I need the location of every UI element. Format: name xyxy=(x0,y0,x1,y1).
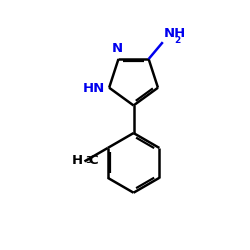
Text: NH: NH xyxy=(164,27,186,40)
Text: 2: 2 xyxy=(174,36,180,44)
Text: HN: HN xyxy=(82,82,105,96)
Text: C: C xyxy=(88,154,98,167)
Text: N: N xyxy=(112,42,123,55)
Text: H: H xyxy=(71,154,83,167)
Text: 3: 3 xyxy=(85,156,91,165)
